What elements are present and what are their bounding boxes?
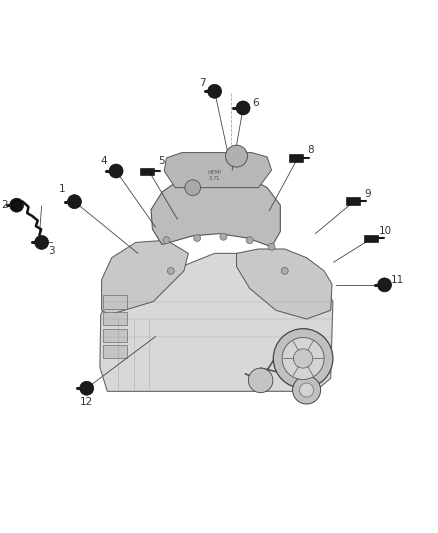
- Circle shape: [226, 145, 247, 167]
- Text: 4: 4: [100, 156, 107, 166]
- Text: HEMI: HEMI: [208, 170, 222, 175]
- Circle shape: [167, 268, 174, 274]
- Circle shape: [109, 164, 123, 178]
- Text: 10: 10: [379, 226, 392, 236]
- Text: 6: 6: [252, 98, 259, 108]
- Bar: [103, 312, 127, 325]
- Circle shape: [220, 233, 227, 240]
- Text: 7: 7: [199, 78, 206, 88]
- Text: 5: 5: [158, 156, 165, 166]
- Circle shape: [268, 243, 275, 251]
- Text: 9: 9: [364, 189, 371, 199]
- Circle shape: [293, 349, 313, 368]
- Circle shape: [194, 235, 201, 241]
- Bar: [289, 155, 303, 162]
- Circle shape: [378, 278, 392, 292]
- Circle shape: [236, 101, 250, 115]
- Circle shape: [185, 180, 201, 196]
- Circle shape: [282, 337, 324, 379]
- Text: 8: 8: [307, 145, 314, 155]
- Text: 3: 3: [48, 246, 55, 256]
- Text: 2: 2: [1, 200, 8, 210]
- Bar: [103, 345, 127, 359]
- Circle shape: [80, 381, 94, 395]
- Circle shape: [10, 198, 24, 212]
- Polygon shape: [164, 152, 272, 188]
- Polygon shape: [102, 240, 188, 314]
- Text: 5.7L: 5.7L: [208, 176, 221, 181]
- Text: 1: 1: [59, 184, 66, 195]
- Bar: [140, 167, 154, 175]
- Polygon shape: [151, 170, 280, 247]
- Text: 12: 12: [80, 397, 93, 407]
- Circle shape: [248, 368, 273, 393]
- Circle shape: [273, 329, 333, 388]
- Bar: [364, 235, 378, 243]
- Circle shape: [281, 268, 288, 274]
- Circle shape: [246, 237, 253, 244]
- Bar: [103, 329, 127, 342]
- Circle shape: [163, 237, 170, 244]
- Circle shape: [208, 84, 222, 98]
- Text: 11: 11: [391, 274, 404, 285]
- Bar: [346, 197, 360, 205]
- Bar: [103, 295, 127, 309]
- Circle shape: [293, 376, 321, 404]
- Circle shape: [35, 236, 49, 249]
- Polygon shape: [237, 249, 332, 319]
- Circle shape: [300, 383, 314, 397]
- Polygon shape: [100, 253, 333, 391]
- Circle shape: [11, 200, 22, 211]
- Circle shape: [67, 195, 81, 209]
